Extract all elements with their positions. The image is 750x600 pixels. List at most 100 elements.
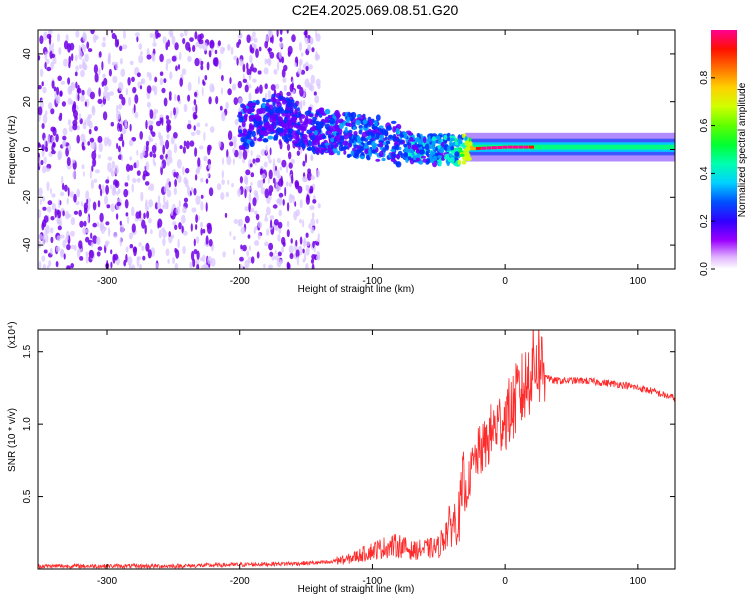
noise-cell [145,144,149,153]
noise-cell [163,201,169,210]
signal-cell [292,140,298,145]
signal-cell [385,140,391,145]
noise-cell [253,37,258,43]
signal-cell [371,133,375,138]
signal-cell [431,141,436,146]
noise-cell [194,57,200,67]
signal-cell [413,155,417,161]
noise-cell [67,144,72,152]
noise-cell [90,241,94,248]
signal-cell [238,129,243,134]
noise-cell [195,169,200,175]
noise-cell [290,158,295,164]
signal-cell [338,118,344,124]
signal-cell [295,124,299,129]
noise-cell [194,31,198,40]
noise-cell [311,253,316,260]
noise-cell [196,129,201,136]
noise-cell [190,131,196,136]
noise-cell [38,143,42,148]
noise-cell [286,202,290,212]
noise-cell [249,163,253,168]
signal-cell [330,137,335,143]
noise-cell [138,54,144,64]
noise-cell [75,65,79,72]
noise-cell [215,96,219,105]
noise-cell [105,184,109,195]
signal-cell [427,138,433,142]
noise-cell [269,251,274,257]
noise-cell [308,82,313,91]
noise-cell [136,177,141,183]
noise-cell [66,234,69,241]
noise-cell [39,68,44,77]
y-tick-label: -40 [22,237,33,252]
signal-cell [296,107,300,112]
noise-cell [96,251,101,257]
noise-cell [222,251,226,258]
noise-cell [182,206,187,214]
noise-cell [183,197,189,203]
noise-cell [102,111,108,121]
signal-peak [465,147,471,151]
noise-cell [123,259,127,267]
noise-cell [113,253,119,261]
noise-cell [84,101,87,107]
noise-cell [265,213,268,219]
signal-peak [470,147,476,151]
noise-cell [299,199,303,209]
signal-cell [246,130,253,136]
signal-cell [464,136,468,141]
noise-cell [89,91,95,100]
noise-cell [74,54,78,62]
noise-cell [56,219,61,225]
signal-cell [274,121,279,126]
noise-cell [156,202,162,209]
noise-cell [193,188,197,196]
noise-cell [170,136,175,145]
signal-cell [293,133,300,141]
noise-cell [42,86,47,94]
signal-cell [308,113,314,118]
signal-cell [384,136,388,141]
noise-cell [303,239,306,249]
noise-cell [78,64,83,70]
noise-cell [247,234,251,239]
noise-cell [299,218,302,224]
noise-cell [94,169,100,174]
noise-cell [85,251,89,256]
noise-cell [200,227,203,236]
noise-cell [142,173,146,181]
signal-cell [328,115,333,119]
noise-cell [140,191,144,202]
noise-cell [302,219,305,228]
noise-cell [141,150,146,157]
signal-cell [278,120,285,127]
noise-cell [68,61,71,69]
noise-cell [166,58,172,64]
signal-cell [312,116,317,121]
noise-cell [51,193,56,198]
colorbar-gradient [711,30,737,269]
signal-cell [334,109,340,117]
y-tick-label: 1.0 [22,417,33,431]
noise-cell [147,120,153,126]
noise-cell [200,64,204,71]
noise-cell [81,43,85,50]
noise-cell [99,212,104,223]
noise-cell [92,158,96,167]
signal-cell [424,143,430,151]
noise-cell [47,200,53,206]
noise-cell [207,256,213,265]
noise-cell [187,94,191,102]
noise-cell [43,249,48,254]
noise-cell [199,145,204,150]
signal-cell [311,145,315,153]
noise-cell [55,261,59,268]
signal-cell [407,132,414,136]
noise-cell [123,188,129,198]
noise-cell [67,119,71,126]
noise-cell [248,192,252,203]
noise-cell [315,241,320,246]
noise-cell [227,179,230,185]
